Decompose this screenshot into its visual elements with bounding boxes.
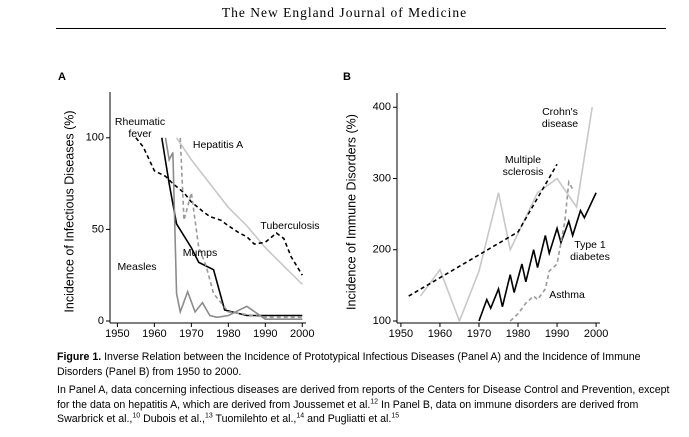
x-tick-label: 1980 (506, 328, 530, 340)
reference: 14 (296, 412, 305, 420)
y-axis-label: Incidence of Immune Disorders (%) (344, 114, 358, 310)
series-line (164, 137, 303, 320)
header-rule (56, 28, 666, 29)
note-text: In Panel A, data concerning infectious d… (57, 384, 670, 411)
series-line (478, 192, 597, 322)
series-label: Hepatitis A (192, 139, 244, 151)
figure: A Incidence of Infectious Diseases (%) 0 50… (58, 71, 608, 340)
x-tick-label: 1980 (216, 328, 240, 340)
panel-label: B (343, 71, 351, 83)
reference: 12 (370, 398, 379, 406)
reference: 10 (132, 412, 141, 420)
series-line (408, 163, 558, 297)
series-line (160, 137, 303, 317)
x-tick-label: 1990 (545, 328, 569, 340)
series-label: Asthma (549, 289, 585, 301)
series-line (175, 137, 303, 285)
note-text: Tuomilehto et al., (212, 413, 297, 426)
note-text: Dubois et al., (140, 413, 205, 426)
x-tick-label: 1970 (467, 328, 491, 340)
y-tick-label: 400 (373, 101, 391, 113)
series-line (509, 179, 574, 322)
x-tick-label: 2000 (584, 328, 608, 340)
series-label: Multiple sclerosis (502, 154, 544, 178)
y-tick-label: 50 (92, 223, 104, 235)
y-tick-label: 300 (373, 172, 391, 184)
series-line (135, 137, 303, 276)
y-axis-label: Incidence of Infectious Diseases (%) (62, 110, 76, 312)
y-tick-label: 100 (373, 315, 391, 327)
caption-notes: In Panel A, data concerning infectious d… (57, 383, 672, 427)
series-label: Rheumatic fever (114, 116, 166, 140)
series-label: Type 1 diabetes (570, 239, 610, 263)
reference: 15 (391, 412, 400, 420)
y-tick-label: 100 (86, 132, 104, 144)
series-label: Mumps (182, 247, 218, 259)
x-tick-label: 2000 (290, 328, 314, 340)
y-tick-label: 200 (373, 244, 391, 256)
note-text: and Pugliatti et al. (304, 413, 392, 426)
series-label: Crohn's disease (541, 106, 579, 130)
series-label: Measles (117, 261, 157, 273)
reference: 13 (204, 412, 213, 420)
panel-label: A (58, 71, 66, 83)
caption-title-text: Inverse Relation between the Incidence o… (57, 351, 641, 378)
x-tick-label: 1960 (428, 328, 452, 340)
caption: Figure 1. Inverse Relation between the I… (57, 350, 672, 431)
figure-label: Figure 1. (57, 351, 102, 363)
x-tick-label: 1970 (179, 328, 203, 340)
x-tick-label: 1950 (105, 328, 129, 340)
x-tick-label: 1990 (253, 328, 277, 340)
journal-header: The New England Journal of Medicine (221, 5, 468, 20)
x-tick-label: 1950 (389, 328, 413, 340)
series-line (419, 107, 593, 324)
y-tick-label: 0 (98, 315, 104, 327)
note-text: In Panel B, data on immune disorders are… (57, 398, 639, 426)
caption-title: Figure 1. Inverse Relation between the I… (57, 350, 672, 379)
x-tick-label: 1960 (142, 328, 166, 340)
series-label: Tuberculosis (260, 220, 320, 232)
series-line (179, 137, 303, 319)
